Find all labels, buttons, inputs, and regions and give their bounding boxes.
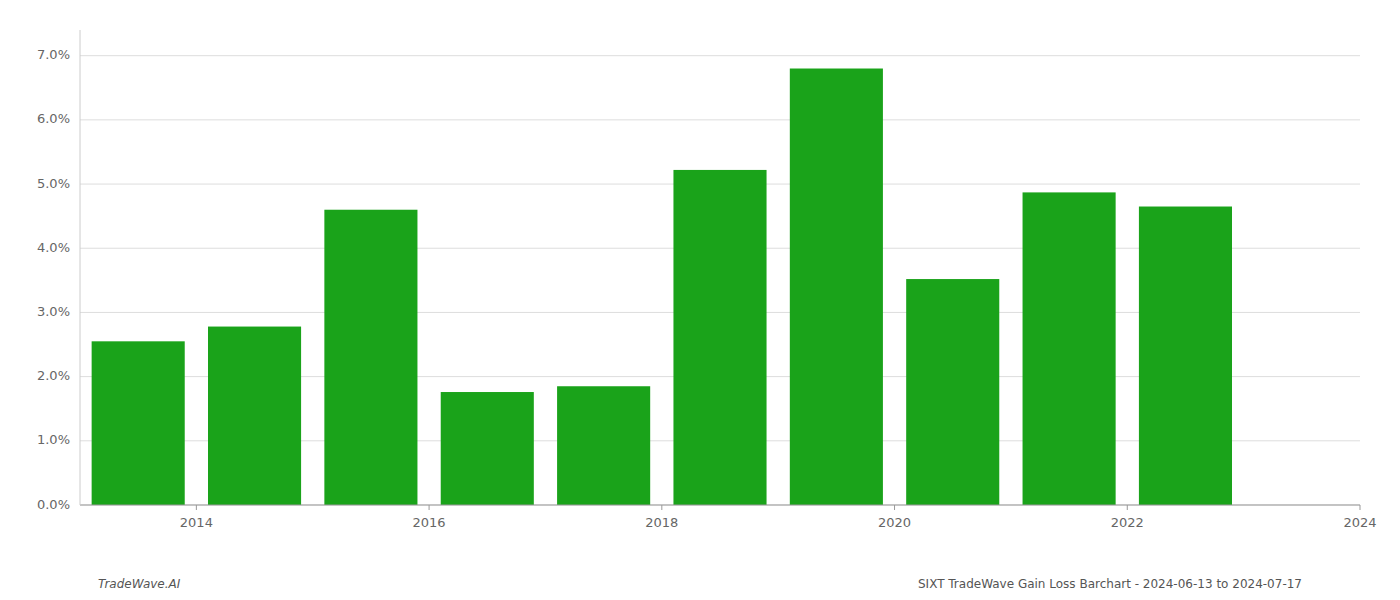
- y-tick-labels: 0.0% 1.0% 2.0% 3.0% 4.0% 5.0% 6.0% 7.0%: [37, 47, 70, 511]
- x-tick: [661, 505, 662, 510]
- bar: [673, 170, 766, 505]
- y-axis-line: [80, 30, 81, 505]
- page: {"chart_data": {"type": "bar", "x": [201…: [0, 0, 1400, 600]
- bar: [208, 327, 301, 505]
- y-tick-label: 5.0%: [37, 176, 70, 191]
- x-tick-label: 2024: [1343, 515, 1376, 530]
- bar: [790, 69, 883, 505]
- x-tick: [1360, 505, 1361, 510]
- chart: 0.0% 1.0% 2.0% 3.0% 4.0% 5.0% 6.0% 7.0% 2014 2016…: [0, 0, 1400, 600]
- x-tick-label: 2018: [645, 515, 678, 530]
- y-tick-label: 2.0%: [37, 368, 70, 383]
- x-tick-label: 2014: [180, 515, 213, 530]
- x-tick: [196, 505, 197, 510]
- bar: [1023, 192, 1116, 505]
- grid-line: [80, 55, 1360, 56]
- bar: [441, 392, 534, 505]
- footer-right: SIXT TradeWave Gain Loss Barchart - 2024…: [918, 577, 1302, 591]
- y-tick-label: 6.0%: [37, 111, 70, 126]
- x-axis-line: [80, 505, 1360, 506]
- bar: [324, 210, 417, 505]
- y-tick-label: 4.0%: [37, 240, 70, 255]
- y-tick-label: 0.0%: [37, 497, 70, 512]
- y-tick-label: 1.0%: [37, 432, 70, 447]
- bar: [1139, 207, 1232, 505]
- bars: [92, 69, 1232, 505]
- footer-left: TradeWave.AI: [98, 577, 181, 591]
- x-tick-label: 2022: [1111, 515, 1144, 530]
- y-tick-label: 3.0%: [37, 304, 70, 319]
- y-grid: [80, 56, 1360, 505]
- x-tick: [894, 505, 895, 510]
- x-tick-label: 2020: [878, 515, 911, 530]
- bar: [906, 279, 999, 505]
- grid-line: [80, 505, 1360, 506]
- bar: [92, 341, 185, 505]
- x-tick: [429, 505, 430, 510]
- x-tick-label: 2016: [413, 515, 446, 530]
- grid-line: [80, 119, 1360, 120]
- bar: [557, 386, 650, 505]
- x-tick: [1127, 505, 1128, 510]
- x-tick-labels: 2014 2016 2018 2020 2022 2024: [180, 505, 1377, 530]
- y-tick-label: 7.0%: [37, 47, 70, 62]
